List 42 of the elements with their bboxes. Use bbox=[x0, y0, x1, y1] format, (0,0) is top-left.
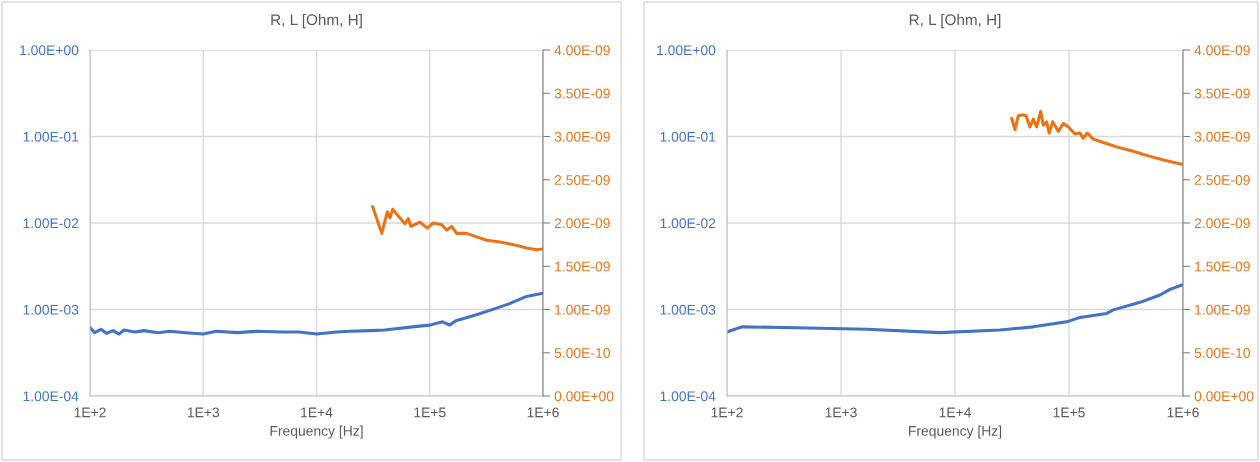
y-tick-label: 1.00E-04 bbox=[660, 391, 716, 402]
y-tick-label: 1.00E-03 bbox=[660, 304, 716, 315]
y-tick-label: 1.00E-01 bbox=[23, 131, 79, 142]
y2-tick-label: 3.50E-09 bbox=[554, 88, 610, 99]
y2-tick-label: 2.00E-09 bbox=[554, 218, 610, 229]
y-tick-label: 1.00E-01 bbox=[660, 131, 716, 142]
x-tick-label: 1E+3 bbox=[825, 407, 857, 418]
y-tick-label: 1.00E-04 bbox=[23, 391, 79, 402]
y2-tick-label: 5.00E-10 bbox=[1194, 348, 1250, 358]
y2-tick-label: 5.00E-10 bbox=[554, 348, 610, 358]
x-tick-label: 1E+4 bbox=[939, 407, 971, 418]
y2-tick-label: 1.50E-09 bbox=[1195, 261, 1250, 272]
y-tick-label: 1.00E-02 bbox=[23, 218, 79, 229]
y2-tick-label: 1.00E-09 bbox=[1195, 304, 1250, 315]
y2-tick-label: 3.00E-09 bbox=[1194, 131, 1250, 142]
y-tick-label: 1.00E+00 bbox=[20, 45, 79, 56]
y2-tick-label: 0.00E+00 bbox=[554, 391, 614, 402]
chart-title: R, L [Ohm, H] bbox=[271, 13, 362, 29]
x-tick-label: 1E+4 bbox=[301, 407, 333, 418]
x-tick-label: 1E+6 bbox=[1167, 407, 1199, 418]
x-tick-label: 1E+6 bbox=[527, 407, 559, 418]
x-tick-label: 1E+2 bbox=[711, 407, 743, 418]
y-tick-label: 1.00E-02 bbox=[660, 218, 716, 229]
y2-tick-label: 1.50E-09 bbox=[555, 261, 610, 272]
y2-tick-label: 3.50E-09 bbox=[1194, 88, 1250, 99]
x-tick-label: 1E+5 bbox=[414, 407, 446, 418]
y-tick-label: 1.00E-03 bbox=[23, 304, 79, 315]
x-tick-label: 1E+2 bbox=[74, 407, 106, 418]
y2-tick-label: 4.00E-09 bbox=[1194, 45, 1250, 56]
x-axis-title: Frequency [Hz] bbox=[270, 425, 363, 439]
y2-tick-label: 2.50E-09 bbox=[554, 175, 610, 185]
x-axis-title: Frequency [Hz] bbox=[909, 425, 1002, 439]
y2-tick-label: 0.00E+00 bbox=[1194, 391, 1254, 402]
chart-title: R, L [Ohm, H] bbox=[909, 13, 1001, 29]
y2-tick-label: 2.50E-09 bbox=[1194, 175, 1250, 185]
y2-tick-label: 4.00E-09 bbox=[554, 45, 610, 56]
y2-tick-label: 3.00E-09 bbox=[554, 131, 610, 142]
x-tick-label: 1E+5 bbox=[1053, 407, 1085, 418]
x-tick-label: 1E+3 bbox=[187, 407, 220, 418]
y2-tick-label: 2.00E-09 bbox=[1194, 218, 1250, 229]
y2-tick-label: 1.00E-09 bbox=[555, 304, 610, 315]
y-tick-label: 1.00E+00 bbox=[657, 45, 716, 56]
